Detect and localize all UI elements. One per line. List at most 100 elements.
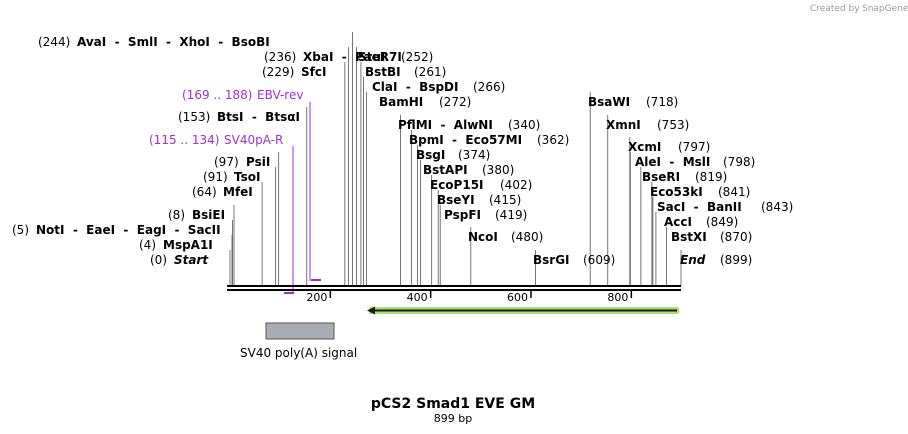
site-bseyi-pos: (415)	[489, 193, 521, 207]
site-mfei[interactable]: (64) MfeI	[192, 185, 253, 199]
site-mspa1i-pos: (4)	[139, 238, 156, 252]
primer-sv40pa-r-name: SV40pA-R	[224, 133, 283, 147]
site-bpmi-name: BpmI - Eco57MI	[409, 133, 522, 147]
feature-sv40-polya-box	[265, 322, 335, 340]
site-pflmi-name: PflMI - AlwNI	[398, 118, 493, 132]
site-noti[interactable]: (5) NotI - EaeI - EagI - SacII	[12, 223, 221, 237]
site-bstapi-name: BstAPI	[423, 163, 468, 177]
site-clai-name: ClaI - BspDI	[372, 80, 458, 94]
site-avai-pos: (244)	[38, 35, 70, 49]
feature-orf-arrow[interactable]	[367, 306, 679, 315]
ruler: 200 400 600 800	[306, 290, 633, 304]
site-xcmi[interactable]: XcmI (797)	[628, 140, 710, 154]
site-psii[interactable]: (97) PsiI	[214, 155, 270, 169]
site-ncoi-name: NcoI	[468, 230, 498, 244]
site-mfei-pos: (64)	[192, 185, 217, 199]
site-saci-name: SacI - BanII	[657, 200, 742, 214]
site-bsawi[interactable]: BsaWI (718)	[588, 95, 678, 109]
site-bsgi-name: BsgI	[416, 148, 445, 162]
site-stui[interactable]: StuI (252)	[358, 50, 433, 64]
primer-sv40pa-r-range: (115 .. 134)	[149, 133, 219, 147]
site-ncoi[interactable]: NcoI (480)	[468, 230, 543, 244]
site-alei[interactable]: AleI - MslI (798)	[635, 155, 755, 169]
primer-ebv-rev[interactable]: (169 .. 188) EBV-rev	[182, 88, 321, 281]
site-bseri-pos: (819)	[695, 170, 727, 184]
site-pflmi-pos: (340)	[508, 118, 540, 132]
site-labels: (0) Start (4) MspA1I (5) NotI - EaeI - EagI…	[12, 35, 793, 267]
site-bstapi[interactable]: BstAPI (380)	[423, 163, 514, 177]
site-bamhi-pos: (272)	[439, 95, 471, 109]
site-xmni-name: XmnI	[606, 118, 641, 132]
site-tsoi-name: TsoI	[234, 170, 260, 184]
site-tsoi[interactable]: (91) TsoI	[203, 170, 260, 184]
site-bseyi[interactable]: BseYI (415)	[437, 193, 521, 207]
site-end-pos: (899)	[720, 253, 752, 267]
site-xbai[interactable]: (236) XbaI - PaeR7I	[264, 50, 402, 64]
site-pspfi-name: PspFI	[444, 208, 481, 222]
site-clai-pos: (266)	[473, 80, 505, 94]
site-alei-name: AleI - MslI	[635, 155, 710, 169]
site-bsiei[interactable]: (8) BsiEI	[168, 208, 225, 222]
site-xmni-pos: (753)	[657, 118, 689, 132]
site-end[interactable]: End (899)	[680, 253, 752, 267]
primer-ebv-rev-name: EBV-rev	[257, 88, 303, 102]
site-ecop15i[interactable]: EcoP15I (402)	[430, 178, 532, 192]
site-avai-name: AvaI - SmlI - XhoI - BsoBI	[77, 35, 270, 49]
site-bamhi[interactable]: BamHI (272)	[379, 95, 471, 109]
site-acci-pos: (849)	[706, 215, 738, 229]
site-ecop15i-pos: (402)	[500, 178, 532, 192]
site-bstxi[interactable]: BstXI (870)	[671, 230, 752, 244]
site-mspa1i[interactable]: (4) MspA1I	[139, 238, 213, 252]
ruler-label-600: 600	[507, 291, 528, 304]
site-btsi-name: BtsI - BtsαI	[217, 110, 300, 124]
site-mspa1i-name: MspA1I	[163, 238, 213, 252]
site-acci[interactable]: AccI (849)	[664, 215, 738, 229]
site-btsi[interactable]: (153) BtsI - BtsαI	[178, 110, 300, 124]
primer-sv40pa-r[interactable]: (115 .. 134) SV40pA-R	[149, 133, 294, 294]
site-pspfi[interactable]: PspFI (419)	[444, 208, 527, 222]
site-saci-pos: (843)	[761, 200, 793, 214]
site-stui-pos: (252)	[401, 50, 433, 64]
site-ncoi-pos: (480)	[511, 230, 543, 244]
ruler-label-400: 400	[407, 291, 428, 304]
snapgene-credit[interactable]: Created by SnapGene	[810, 4, 908, 14]
site-psii-name: PsiI	[246, 155, 270, 169]
map-length: 899 bp	[434, 412, 472, 425]
site-avai[interactable]: (244) AvaI - SmlI - XhoI - BsoBI	[38, 35, 270, 49]
site-bpmi-pos: (362)	[537, 133, 569, 147]
site-bstbi-pos: (261)	[414, 65, 446, 79]
site-psii-pos: (97)	[214, 155, 239, 169]
site-bsawi-name: BsaWI	[588, 95, 630, 109]
orf-arrow-head	[367, 306, 375, 315]
feature-sv40-polya-label: SV40 poly(A) signal	[240, 346, 357, 360]
site-bsiei-name: BsiEI	[192, 208, 225, 222]
site-bsiei-pos: (8)	[168, 208, 185, 222]
ruler-label-800: 800	[607, 291, 628, 304]
site-xmni[interactable]: XmnI (753)	[606, 118, 689, 132]
site-bstapi-pos: (380)	[482, 163, 514, 177]
backbone	[227, 285, 681, 291]
site-end-name: End	[680, 253, 706, 267]
feature-sv40-polya[interactable]: SV40 poly(A) signal	[240, 322, 357, 360]
site-pflmi[interactable]: PflMI - AlwNI (340)	[398, 118, 540, 132]
site-xbai-pos: (236)	[264, 50, 296, 64]
site-bstbi-name: BstBI	[365, 65, 401, 79]
site-clai[interactable]: ClaI - BspDI (266)	[372, 80, 505, 94]
site-sfci[interactable]: (229) SfcI	[262, 65, 326, 79]
credit-brand: SnapGene	[862, 4, 908, 14]
site-bsgi-pos: (374)	[458, 148, 490, 162]
site-alei-pos: (798)	[723, 155, 755, 169]
site-saci[interactable]: SacI - BanII (843)	[657, 200, 793, 214]
site-sfci-pos: (229)	[262, 65, 294, 79]
site-sfci-name: SfcI	[301, 65, 326, 79]
site-bsgi[interactable]: BsgI (374)	[416, 148, 490, 162]
site-lines	[229, 32, 682, 286]
site-bpmi[interactable]: BpmI - Eco57MI (362)	[409, 133, 569, 147]
site-start[interactable]: (0) Start	[150, 253, 209, 267]
site-bstxi-name: BstXI	[671, 230, 707, 244]
site-tsoi-pos: (91)	[203, 170, 228, 184]
site-bseri[interactable]: BseRI (819)	[642, 170, 727, 184]
site-bstbi[interactable]: BstBI (261)	[365, 65, 446, 79]
site-bsrgi[interactable]: BsrGI (609)	[533, 253, 615, 267]
site-eco53ki[interactable]: Eco53kI (841)	[650, 185, 750, 199]
